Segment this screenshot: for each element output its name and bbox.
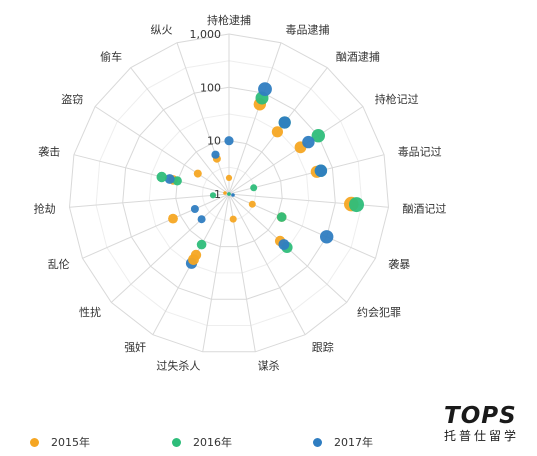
- legend-label: 2017年: [334, 436, 373, 449]
- point-main-s2-c4[interactable]: [314, 164, 328, 177]
- radial-ticks: 1 10 100 1,000: [190, 28, 222, 201]
- category-label-11: 强奸: [124, 340, 146, 354]
- category-label-18: 纵火: [151, 23, 173, 36]
- category-label-4: 毒品记过: [398, 145, 442, 158]
- tick-label-3: 1,000: [190, 28, 222, 41]
- point-extra7-s1-c15[interactable]: [156, 171, 167, 183]
- axis-spoke-18: [176, 42, 230, 195]
- category-label-10: 过失杀人: [156, 359, 200, 373]
- category-label-13: 乱伦: [48, 257, 70, 271]
- point-extra0-s0-c6[interactable]: [248, 200, 256, 208]
- legend-label: 2016年: [193, 436, 232, 449]
- point-main-s1-c15[interactable]: [172, 176, 182, 186]
- point-extra2-s1-c14[interactable]: [209, 192, 217, 199]
- category-label-5: 酗酒记过: [402, 202, 446, 215]
- legend-item-0[interactable]: 2015年: [30, 434, 90, 450]
- point-extra8-s0-c16[interactable]: [193, 169, 202, 178]
- tick-label-0: 1: [214, 188, 221, 201]
- axis-spoke-16: [94, 106, 230, 195]
- axis-spoke-17: [130, 67, 230, 195]
- category-label-0: 持枪逮捕: [207, 13, 251, 27]
- point-main-s1-c3[interactable]: [311, 129, 325, 143]
- point-extra6-s0-c13[interactable]: [168, 213, 178, 224]
- point-main-s2-c2[interactable]: [278, 116, 291, 129]
- logo-wordmark: TOPS: [444, 404, 532, 428]
- category-label-2: 酗酒逮捕: [336, 50, 380, 64]
- axis-spoke-13: [82, 193, 230, 259]
- category-label-17: 偷车: [100, 50, 122, 64]
- legend-marker: [172, 437, 181, 447]
- point-main-s2-c1[interactable]: [258, 82, 272, 96]
- category-label-15: 袭击: [38, 144, 60, 158]
- data-points: [156, 82, 364, 269]
- category-label-1: 毒品逮捕: [286, 22, 330, 36]
- axis-spoke-10: [202, 193, 230, 352]
- axis-spoke-12: [110, 193, 230, 303]
- category-label-3: 持枪记过: [375, 92, 419, 106]
- tick-label-1: 10: [207, 135, 221, 148]
- logo-subtitle: 托普仕留学: [444, 429, 520, 443]
- tick-label-2: 100: [200, 81, 221, 94]
- legend-marker: [313, 437, 322, 447]
- category-label-7: 约会犯罪: [357, 306, 401, 319]
- category-label-9: 谋杀: [258, 359, 280, 373]
- point-main-s1-c11[interactable]: [196, 239, 207, 250]
- grid-ring-3: [68, 33, 390, 353]
- point-center-s2: [231, 193, 235, 197]
- point-main-s2-c0[interactable]: [224, 136, 234, 146]
- point-main-s1-c5[interactable]: [349, 197, 364, 213]
- point-center-s1: [227, 192, 231, 196]
- legend-label: 2015年: [51, 436, 90, 449]
- axis-spoke-8: [228, 193, 306, 335]
- point-main-s2-c15[interactable]: [164, 174, 175, 184]
- logo-wordmark-text: TOPS: [444, 403, 517, 429]
- grid-ring-1: [175, 140, 283, 248]
- point-main-s0-c9[interactable]: [229, 215, 237, 223]
- axis-spoke-1: [228, 42, 282, 195]
- grid-minor-ring-1: [201, 166, 257, 221]
- axis-spoke-14: [69, 193, 230, 208]
- point-main-s0-c0[interactable]: [225, 174, 233, 181]
- category-label-14: 抢劫: [34, 201, 56, 215]
- point-main-s2-c3[interactable]: [302, 135, 315, 149]
- axis-spoke-15: [73, 154, 230, 195]
- point-extra3-s2-c13[interactable]: [190, 205, 199, 213]
- point-extra4-s2-c12[interactable]: [197, 215, 206, 224]
- category-label-12: 性扰: [79, 305, 101, 319]
- category-label-16: 盗窃: [61, 92, 83, 106]
- point-extra1-s1-c4[interactable]: [250, 184, 258, 192]
- point-main-s2-c7[interactable]: [278, 239, 290, 250]
- point-center-s0: [223, 191, 227, 195]
- tops-logo: TOPS 托普仕留学: [444, 404, 532, 452]
- point-main-s2-c18[interactable]: [211, 150, 220, 159]
- category-label-6: 袭暴: [388, 257, 410, 271]
- legend-item-1[interactable]: 2016年: [172, 434, 232, 450]
- category-label-8: 跟踪: [312, 340, 334, 354]
- legend-marker: [30, 437, 39, 447]
- point-main-s1-c6[interactable]: [276, 212, 287, 222]
- grid-minor-ring-2: [148, 113, 310, 274]
- point-main-s2-c6[interactable]: [320, 230, 334, 244]
- grid-minor-ring-3: [95, 60, 363, 326]
- point-main-s0-c2[interactable]: [271, 126, 283, 138]
- point-extra9-s0-c11[interactable]: [188, 254, 199, 265]
- legend-item-2[interactable]: 2017年: [313, 434, 373, 450]
